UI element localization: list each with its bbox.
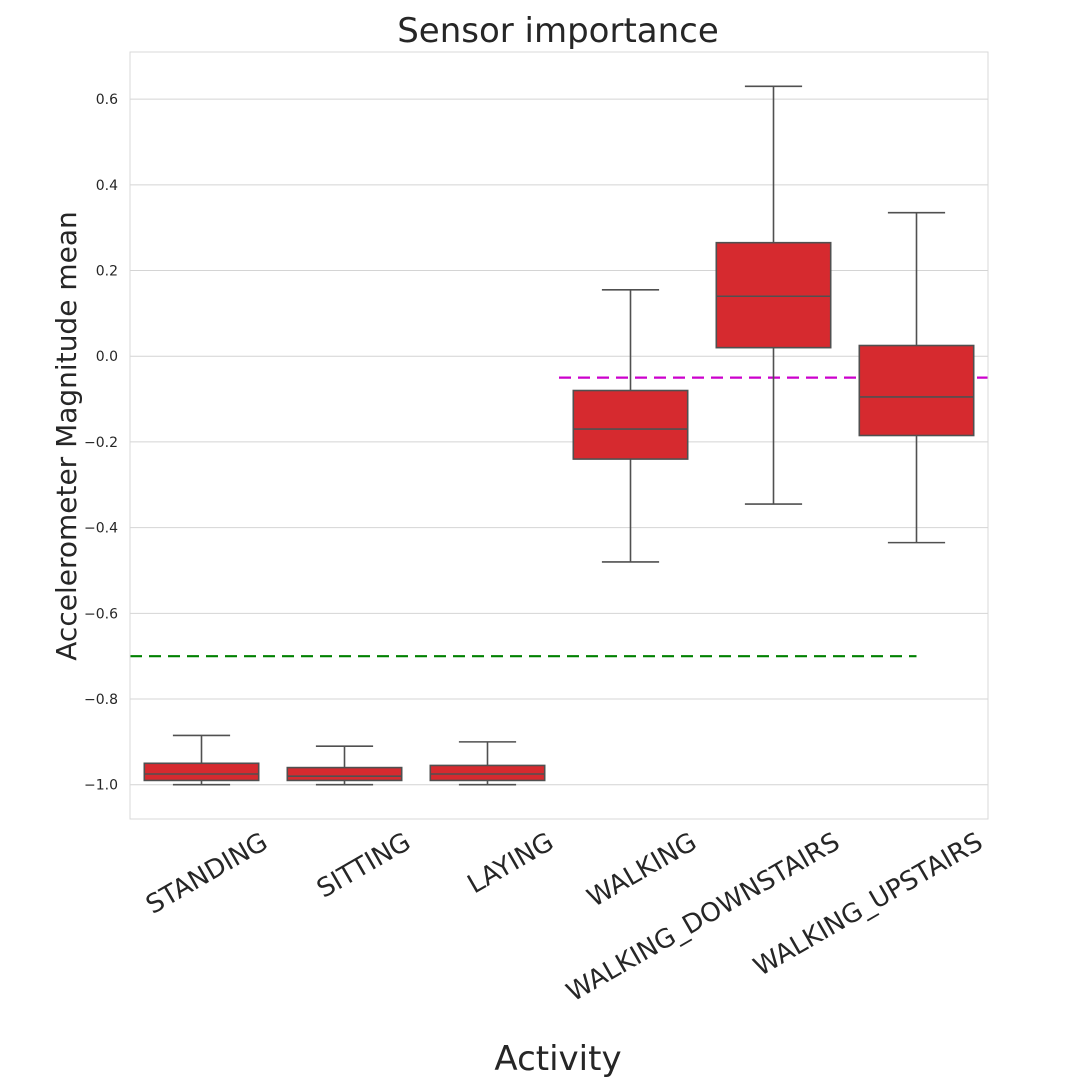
box-walking [572,289,689,563]
x-tick-label: LAYING [463,827,559,900]
x-tick-label: SITTING [312,827,416,904]
box-iqr [715,241,832,349]
y-tick-label: −0.6 [84,606,118,622]
box-laying [429,741,546,786]
grid-layer [130,98,988,786]
y-axis-label: Accelerometer Magnitude mean [50,211,83,660]
y-tick-label: −0.2 [84,435,118,451]
chart-title: Sensor importance [397,11,719,51]
box-iqr [286,766,403,782]
x-axis-label: Activity [494,1039,621,1077]
x-tick-labels: STANDING SITTING LAYING WALKINGWALKING_DOWN… [141,827,988,1008]
y-tick-label: −0.8 [84,692,118,708]
x-tick-label: STANDING [141,827,273,920]
y-tick-label: 0.0 [96,349,118,365]
y-tick-labels: 0.6 0.4 0.2 0.0 −0.2 −0.4 −0.6 −0.8 −1.0 [84,92,118,794]
box-iqr [429,764,546,782]
x-tick-label: WALKING_DOWNSTAIRS [562,827,845,1008]
box-sitting [286,745,403,786]
box-iqr [143,762,260,782]
y-tick-label: 0.2 [96,264,118,280]
box-layer [143,85,975,786]
y-tick-label: 0.6 [96,92,118,108]
box-iqr [858,344,975,437]
y-tick-label: 0.4 [96,178,118,194]
x-tick-label: WALKING [582,827,702,913]
box-standing [143,734,260,786]
y-tick-label: −0.4 [84,521,118,537]
x-tick-label: WALKING_UPSTAIRS [749,827,988,982]
box-walking-downstairs [715,85,832,505]
plot-frame [129,51,989,820]
box-iqr [572,389,689,460]
box-walking-upstairs [858,211,975,544]
y-tick-label: −1.0 [84,778,118,794]
